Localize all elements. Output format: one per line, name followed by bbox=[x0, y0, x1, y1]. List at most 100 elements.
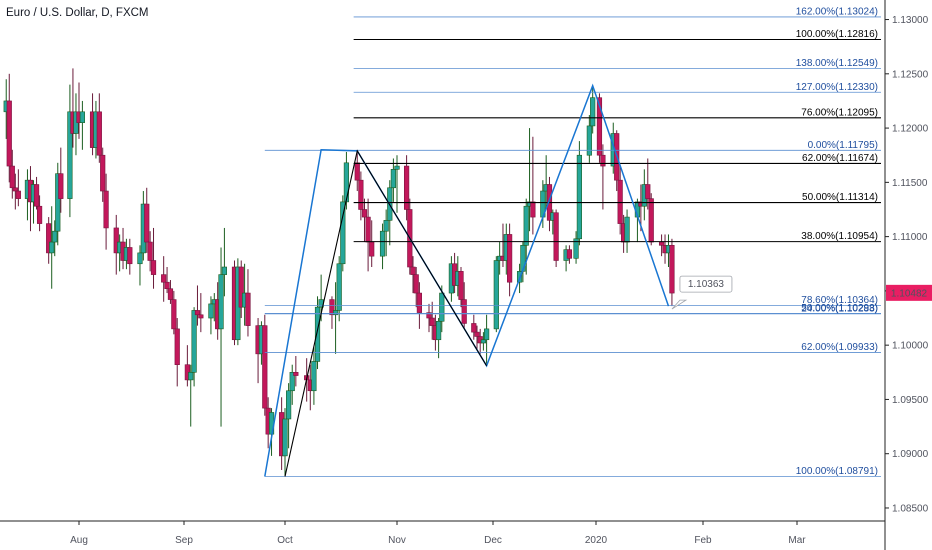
fib-level-label: 76.00%(1.12095) bbox=[801, 107, 878, 118]
candle-body bbox=[33, 184, 40, 207]
fib-level-label: 24.00%(1.10288) bbox=[801, 303, 878, 314]
candle-body bbox=[669, 245, 675, 294]
candle-body bbox=[293, 371, 299, 376]
callout-price: 1.10363 bbox=[688, 279, 725, 290]
fib-level-label: 100.00%(1.12816) bbox=[796, 29, 878, 40]
candle-body bbox=[358, 179, 364, 210]
candle-body bbox=[590, 97, 596, 127]
candle-body bbox=[46, 223, 52, 254]
candle-body bbox=[566, 249, 573, 259]
candle-body bbox=[553, 212, 559, 261]
candle-body bbox=[379, 230, 386, 257]
candle-body bbox=[194, 310, 201, 316]
candle-body bbox=[286, 390, 292, 420]
candle-body bbox=[100, 154, 106, 192]
candle-body bbox=[624, 216, 630, 243]
callout-box bbox=[679, 275, 733, 293]
candle-body bbox=[493, 260, 499, 330]
candle-body bbox=[474, 331, 480, 337]
candle-body bbox=[6, 100, 12, 167]
candle-body bbox=[340, 201, 346, 265]
candle-body bbox=[416, 292, 423, 313]
trend-line bbox=[284, 149, 488, 477]
candle-body bbox=[573, 238, 579, 259]
candle-body bbox=[55, 173, 61, 232]
candle-body bbox=[361, 209, 368, 218]
candle-body bbox=[617, 179, 623, 224]
chart-title: Euro / U.S. Dollar, D, FXCM bbox=[6, 7, 149, 19]
candle-body bbox=[530, 201, 536, 218]
candle-body bbox=[645, 184, 651, 199]
fib-level-label: 0.00%(1.11795) bbox=[808, 140, 878, 151]
candle-body bbox=[403, 165, 410, 210]
time-tick-label: Aug bbox=[70, 535, 88, 546]
fib-level-label: 62.00%(1.11674) bbox=[802, 153, 878, 164]
candle-body bbox=[218, 274, 224, 330]
time-tick-label: Dec bbox=[484, 535, 502, 546]
time-tick-label: Sep bbox=[175, 535, 193, 546]
fib-level-label: 62.00%(1.09933) bbox=[801, 342, 878, 353]
candle-body bbox=[96, 111, 102, 156]
candle-body bbox=[245, 292, 251, 326]
candle-body bbox=[461, 299, 467, 324]
last-price-badge bbox=[886, 284, 932, 301]
candle-body bbox=[79, 111, 85, 123]
candle-body bbox=[576, 154, 582, 240]
candle-body bbox=[596, 97, 603, 156]
candle-body bbox=[336, 263, 342, 311]
candle-body bbox=[103, 190, 109, 229]
fib-level-label: 50.00%(1.11314) bbox=[802, 192, 878, 203]
candle-body bbox=[311, 361, 317, 392]
candle-body bbox=[164, 281, 170, 290]
fib-level-label: 127.00%(1.12330) bbox=[796, 82, 878, 93]
candle-body bbox=[507, 234, 513, 283]
candle-body bbox=[191, 310, 197, 373]
time-tick-label: Mar bbox=[788, 535, 806, 546]
candle-body bbox=[523, 205, 529, 246]
price-tick-label: 1.12000 bbox=[892, 124, 929, 135]
time-tick-label: Feb bbox=[694, 535, 712, 546]
candle-body bbox=[458, 271, 464, 300]
candle-body bbox=[49, 241, 55, 254]
candle-body bbox=[137, 252, 143, 265]
candle-body bbox=[471, 323, 477, 333]
fib-level-label: 100.00%(1.08791) bbox=[796, 466, 878, 477]
price-tick-label: 1.09000 bbox=[892, 449, 929, 460]
time-tick-label: 2020 bbox=[585, 535, 608, 546]
candle-body bbox=[354, 162, 360, 181]
candle-body bbox=[167, 288, 174, 300]
candle-body bbox=[289, 371, 295, 392]
price-tick-label: 1.10000 bbox=[892, 341, 929, 352]
candle-body bbox=[480, 339, 487, 344]
candle-body bbox=[332, 310, 339, 316]
fib-level-label: 38.00%(1.10954) bbox=[801, 231, 878, 242]
price-tick-label: 1.11000 bbox=[892, 232, 928, 243]
fib-level-label: 50.00%(1.10293) bbox=[801, 303, 878, 314]
candle-body bbox=[369, 241, 375, 257]
candle-body bbox=[198, 314, 204, 319]
candle-body bbox=[221, 266, 228, 275]
candle-body bbox=[365, 216, 371, 243]
candle-body bbox=[262, 325, 268, 409]
candle-body bbox=[413, 274, 419, 294]
candle-body bbox=[343, 162, 350, 203]
price-tick-label: 1.13000 bbox=[892, 15, 929, 26]
candle-body bbox=[390, 169, 396, 189]
candle-body bbox=[174, 328, 180, 366]
candle-body bbox=[161, 274, 167, 283]
candle-body bbox=[144, 203, 150, 243]
candle-body bbox=[113, 227, 119, 254]
candle-body bbox=[127, 247, 133, 265]
candle-body bbox=[36, 205, 43, 224]
candle-body bbox=[586, 125, 592, 156]
candle-body bbox=[12, 187, 18, 192]
candle-body bbox=[147, 241, 153, 261]
time-tick-label: Nov bbox=[388, 535, 406, 546]
price-tick-label: 1.12500 bbox=[892, 69, 929, 80]
candle-body bbox=[394, 165, 400, 170]
time-tick-label: Oct bbox=[277, 535, 293, 546]
candle-body bbox=[429, 317, 435, 326]
candle-body bbox=[600, 154, 606, 167]
candle-body bbox=[52, 230, 58, 243]
